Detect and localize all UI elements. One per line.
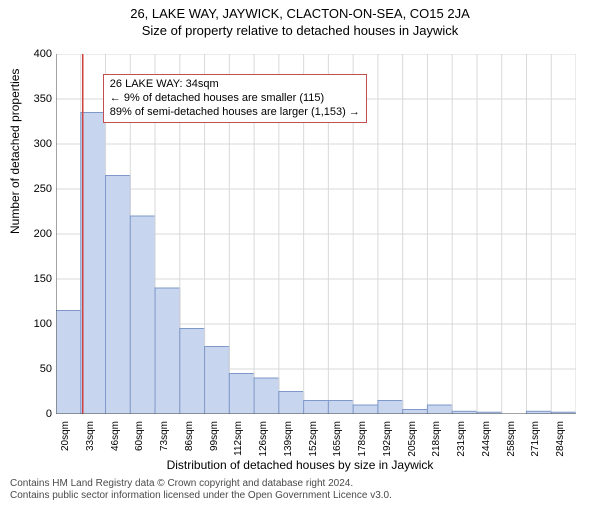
ytick-label: 100 <box>34 318 52 330</box>
histogram-bar <box>304 401 329 415</box>
histogram-bar <box>427 405 452 414</box>
histogram-bar <box>229 374 254 415</box>
xtick-label: 192sqm <box>382 421 393 461</box>
xtick-label: 244sqm <box>481 421 492 461</box>
xtick-label: 284sqm <box>555 421 566 461</box>
histogram-bar <box>56 311 81 415</box>
footer-line-2: Contains public sector information licen… <box>10 490 392 502</box>
annotation-line-1: 26 LAKE WAY: 34sqm <box>110 78 360 92</box>
chart-area: 050100150200250300350400 20sqm33sqm46sqm… <box>56 54 576 414</box>
footer-line-1: Contains HM Land Registry data © Crown c… <box>10 478 392 490</box>
histogram-bar <box>328 401 353 415</box>
xtick-label: 33sqm <box>85 421 96 461</box>
histogram-bar <box>180 329 205 415</box>
xtick-label: 126sqm <box>258 421 269 461</box>
xtick-label: 231sqm <box>456 421 467 461</box>
xtick-label: 112sqm <box>233 421 244 461</box>
histogram-bar <box>130 216 155 414</box>
xtick-label: 258sqm <box>506 421 517 461</box>
xtick-label: 139sqm <box>283 421 294 461</box>
histogram-bar <box>81 113 106 415</box>
xtick-label: 178sqm <box>357 421 368 461</box>
y-axis-label: Number of detached properties <box>8 69 22 234</box>
page-title-sub: Size of property relative to detached ho… <box>0 23 600 38</box>
ytick-label: 150 <box>34 273 52 285</box>
xtick-label: 218sqm <box>431 421 442 461</box>
ytick-label: 0 <box>46 408 52 420</box>
ytick-label: 350 <box>34 93 52 105</box>
histogram-bar <box>106 176 131 415</box>
histogram-bar <box>378 401 403 415</box>
ytick-label: 200 <box>34 228 52 240</box>
ytick-label: 50 <box>40 363 52 375</box>
xtick-label: 86sqm <box>184 421 195 461</box>
xtick-label: 46sqm <box>110 421 121 461</box>
histogram-bar <box>353 405 378 414</box>
histogram-bar <box>279 392 304 415</box>
histogram-bar <box>254 378 279 414</box>
footer: Contains HM Land Registry data © Crown c… <box>10 478 392 502</box>
xtick-label: 60sqm <box>134 421 145 461</box>
xtick-label: 205sqm <box>407 421 418 461</box>
page-title-main: 26, LAKE WAY, JAYWICK, CLACTON-ON-SEA, C… <box>0 6 600 21</box>
xtick-label: 73sqm <box>159 421 170 461</box>
xtick-label: 99sqm <box>209 421 220 461</box>
histogram-bar <box>205 347 230 415</box>
histogram-bar <box>155 288 180 414</box>
ytick-label: 250 <box>34 183 52 195</box>
annotation-line-2: ← 9% of detached houses are smaller (115… <box>110 92 360 106</box>
xtick-label: 20sqm <box>60 421 71 461</box>
annotation-line-3: 89% of semi-detached houses are larger (… <box>110 106 360 120</box>
ytick-label: 400 <box>34 48 52 60</box>
xtick-label: 165sqm <box>332 421 343 461</box>
histogram-bar <box>403 410 428 415</box>
xtick-label: 271sqm <box>530 421 541 461</box>
ytick-label: 300 <box>34 138 52 150</box>
x-axis-label: Distribution of detached houses by size … <box>0 458 600 472</box>
xtick-label: 152sqm <box>308 421 319 461</box>
annotation-box: 26 LAKE WAY: 34sqm ← 9% of detached hous… <box>103 74 367 123</box>
